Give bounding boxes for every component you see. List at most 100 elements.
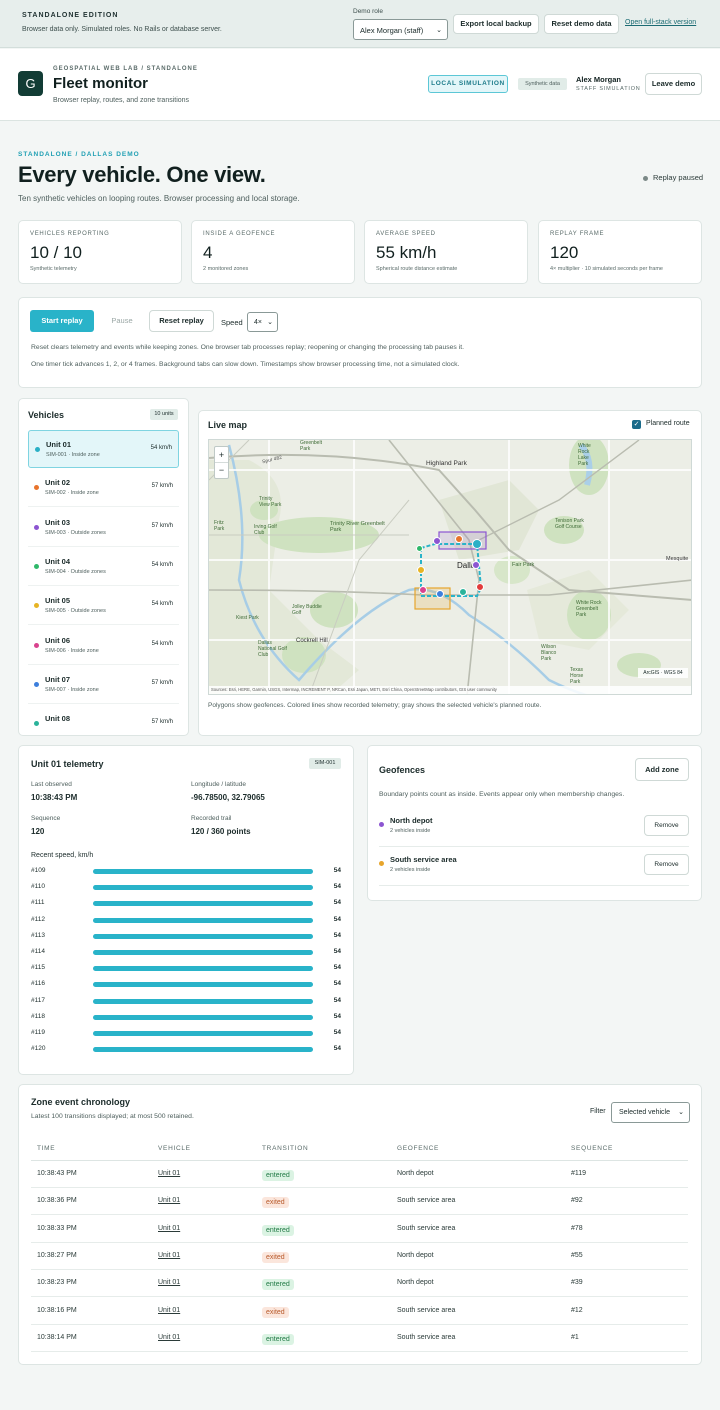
speed-frame-label: #111	[31, 899, 45, 907]
vehicle-marker[interactable]	[472, 539, 482, 549]
vehicle-list-item[interactable]: Unit 03 SIM-003 · Outside zones 57 km/h	[28, 509, 179, 547]
planned-route-checkbox[interactable]: ✓	[632, 420, 641, 429]
lonlat-value: -96.78500, 32.79065	[191, 793, 265, 802]
vehicle-marker[interactable]	[419, 586, 427, 594]
reset-replay-button[interactable]: Reset replay	[149, 310, 214, 332]
speed-value: 54	[333, 931, 341, 939]
remove-zone-button[interactable]: Remove	[644, 815, 689, 836]
vehicle-marker[interactable]	[459, 588, 467, 596]
event-vehicle-link[interactable]: Unit 01	[158, 1197, 181, 1205]
vehicle-color-dot	[34, 681, 39, 687]
speed-select[interactable]: 4× ⌄	[247, 312, 278, 332]
map-label-highland-park: Highland Park	[426, 460, 467, 467]
vehicle-list-item[interactable]: Unit 08 57 km/h	[28, 705, 179, 735]
export-backup-button[interactable]: Export local backup	[453, 14, 539, 34]
vehicle-list-item[interactable]: Unit 07 SIM-007 · Inside zone 57 km/h	[28, 666, 179, 704]
speed-bar	[93, 933, 313, 939]
event-time: 10:38:23 PM	[37, 1279, 77, 1287]
speed-value: 54	[333, 996, 341, 1004]
vehicle-name: Unit 07	[45, 674, 71, 684]
stat-card	[538, 220, 702, 284]
role-select[interactable]: Alex Morgan (staff) ⌄	[353, 19, 448, 40]
geofence-row	[379, 848, 689, 886]
event-geofence: North depot	[397, 1279, 434, 1287]
event-sequence: #1	[571, 1333, 579, 1341]
start-replay-button[interactable]: Start replay	[30, 310, 94, 332]
event-vehicle-link[interactable]: Unit 01	[158, 1333, 181, 1341]
column-header: SEQUENCE	[571, 1145, 614, 1152]
map-label-greenbelt: Greenbelt Park	[300, 440, 322, 452]
event-row: 10:38:23 PM Unit 01 entered North depot #39	[31, 1270, 688, 1298]
vehicle-list-item[interactable]: Unit 06 SIM-006 · Inside zone 54 km/h	[28, 627, 179, 665]
vehicle-color-dot	[35, 447, 40, 452]
synthetic-data-badge: Synthetic data	[518, 78, 567, 90]
event-time: 10:38:36 PM	[37, 1197, 77, 1205]
speed-row: #109 54	[31, 866, 341, 878]
vehicle-marker[interactable]	[472, 561, 480, 569]
map-label-trinity: Trinity River Greenbelt Park	[330, 521, 385, 533]
remove-zone-button[interactable]: Remove	[644, 854, 689, 875]
map-canvas[interactable]	[209, 440, 692, 695]
event-row: 10:38:16 PM Unit 01 exited South service ar…	[31, 1298, 688, 1325]
event-vehicle-link[interactable]: Unit 01	[158, 1224, 181, 1232]
map-label-texas-horse: Texas Horse Park	[570, 667, 584, 685]
vehicle-marker[interactable]	[417, 566, 425, 574]
vehicle-speed: 54 km/h	[151, 601, 173, 608]
events-title: Zone event chronology	[31, 1097, 131, 1107]
fullstack-link[interactable]: Open full-stack version	[625, 19, 697, 26]
vehicle-list[interactable]: Unit 01 SIM-001 · Inside zone 54 km/h Unit …	[19, 429, 188, 735]
event-filter-select[interactable]: Selected vehicle ⌄	[611, 1102, 690, 1123]
speed-bar	[93, 901, 313, 907]
vehicle-marker[interactable]	[476, 583, 484, 591]
vehicle-list-item[interactable]: Unit 04 SIM-004 · Outside zones 54 km/h	[28, 548, 179, 586]
speed-frame-label: #120	[31, 1045, 46, 1053]
vehicle-list-item[interactable]: Unit 02 SIM-002 · Inside zone 57 km/h	[28, 469, 179, 508]
zoom-in-button[interactable]: +	[215, 447, 228, 463]
vehicle-marker[interactable]	[436, 590, 444, 598]
vehicle-status: SIM-007 · Inside zone	[45, 686, 99, 693]
events-subtitle: Latest 100 transitions displayed; at mos…	[31, 1113, 194, 1120]
event-vehicle-link[interactable]: Unit 01	[158, 1306, 181, 1314]
event-geofence: South service area	[397, 1306, 456, 1314]
page-title: Every vehicle. One view.	[18, 162, 266, 187]
geofence-row	[379, 809, 689, 847]
speed-bar	[93, 1014, 313, 1020]
event-vehicle-link[interactable]: Unit 01	[158, 1170, 181, 1177]
event-vehicle-link[interactable]: Unit 01	[158, 1279, 181, 1287]
map-label-tenison: Tenison Park Golf Course	[555, 518, 584, 530]
stat-card	[191, 220, 355, 284]
leave-demo-button[interactable]: Leave demo	[645, 73, 702, 95]
vehicle-list-item[interactable]: Unit 01 SIM-001 · Inside zone 54 km/h	[28, 430, 179, 468]
vehicle-list-item[interactable]: Unit 05 SIM-005 · Outside zones 54 km/h	[28, 587, 179, 626]
speed-row: #120 54	[31, 1044, 341, 1056]
map-label-fair-park: Fair Park	[512, 562, 535, 568]
role-label: Demo role	[353, 8, 383, 15]
table-divider	[31, 1160, 688, 1161]
speed-frame-label: #118	[31, 1012, 45, 1020]
user-name: Alex Morgan	[576, 75, 622, 84]
replay-controls-card	[18, 297, 702, 388]
zoom-out-button[interactable]: −	[218, 465, 225, 475]
role-selected: Alex Morgan (staff)	[360, 26, 424, 35]
event-vehicle-link[interactable]: Unit 01	[158, 1251, 181, 1259]
live-map[interactable]	[208, 439, 692, 695]
vehicle-marker[interactable]	[415, 544, 423, 552]
reset-demo-button[interactable]: Reset demo data	[544, 14, 619, 34]
event-geofence: North depot	[397, 1170, 434, 1177]
vehicle-marker[interactable]	[455, 535, 463, 543]
planned-route-label: Planned route	[646, 420, 690, 427]
telemetry-panel	[18, 745, 354, 1075]
vehicle-marker[interactable]	[433, 537, 441, 545]
event-sequence: #12	[571, 1306, 583, 1314]
add-zone-button[interactable]: Add zone	[635, 758, 689, 781]
hero-kicker: STANDALONE / DALLAS DEMO	[18, 151, 140, 158]
speed-value: 54	[333, 867, 341, 874]
pause-button[interactable]: Pause	[111, 316, 133, 325]
trail-value: 120 / 360 points	[191, 827, 251, 836]
speed-bar	[93, 917, 313, 923]
telemetry-title: Unit 01 telemetry	[31, 759, 104, 769]
map-label-dallas-national: Dallas National Golf Club	[258, 640, 287, 658]
map-label-dallas: Dallas	[457, 561, 480, 570]
vehicle-name: Unit 01	[46, 440, 72, 449]
speed-row: #119 54	[31, 1028, 341, 1040]
